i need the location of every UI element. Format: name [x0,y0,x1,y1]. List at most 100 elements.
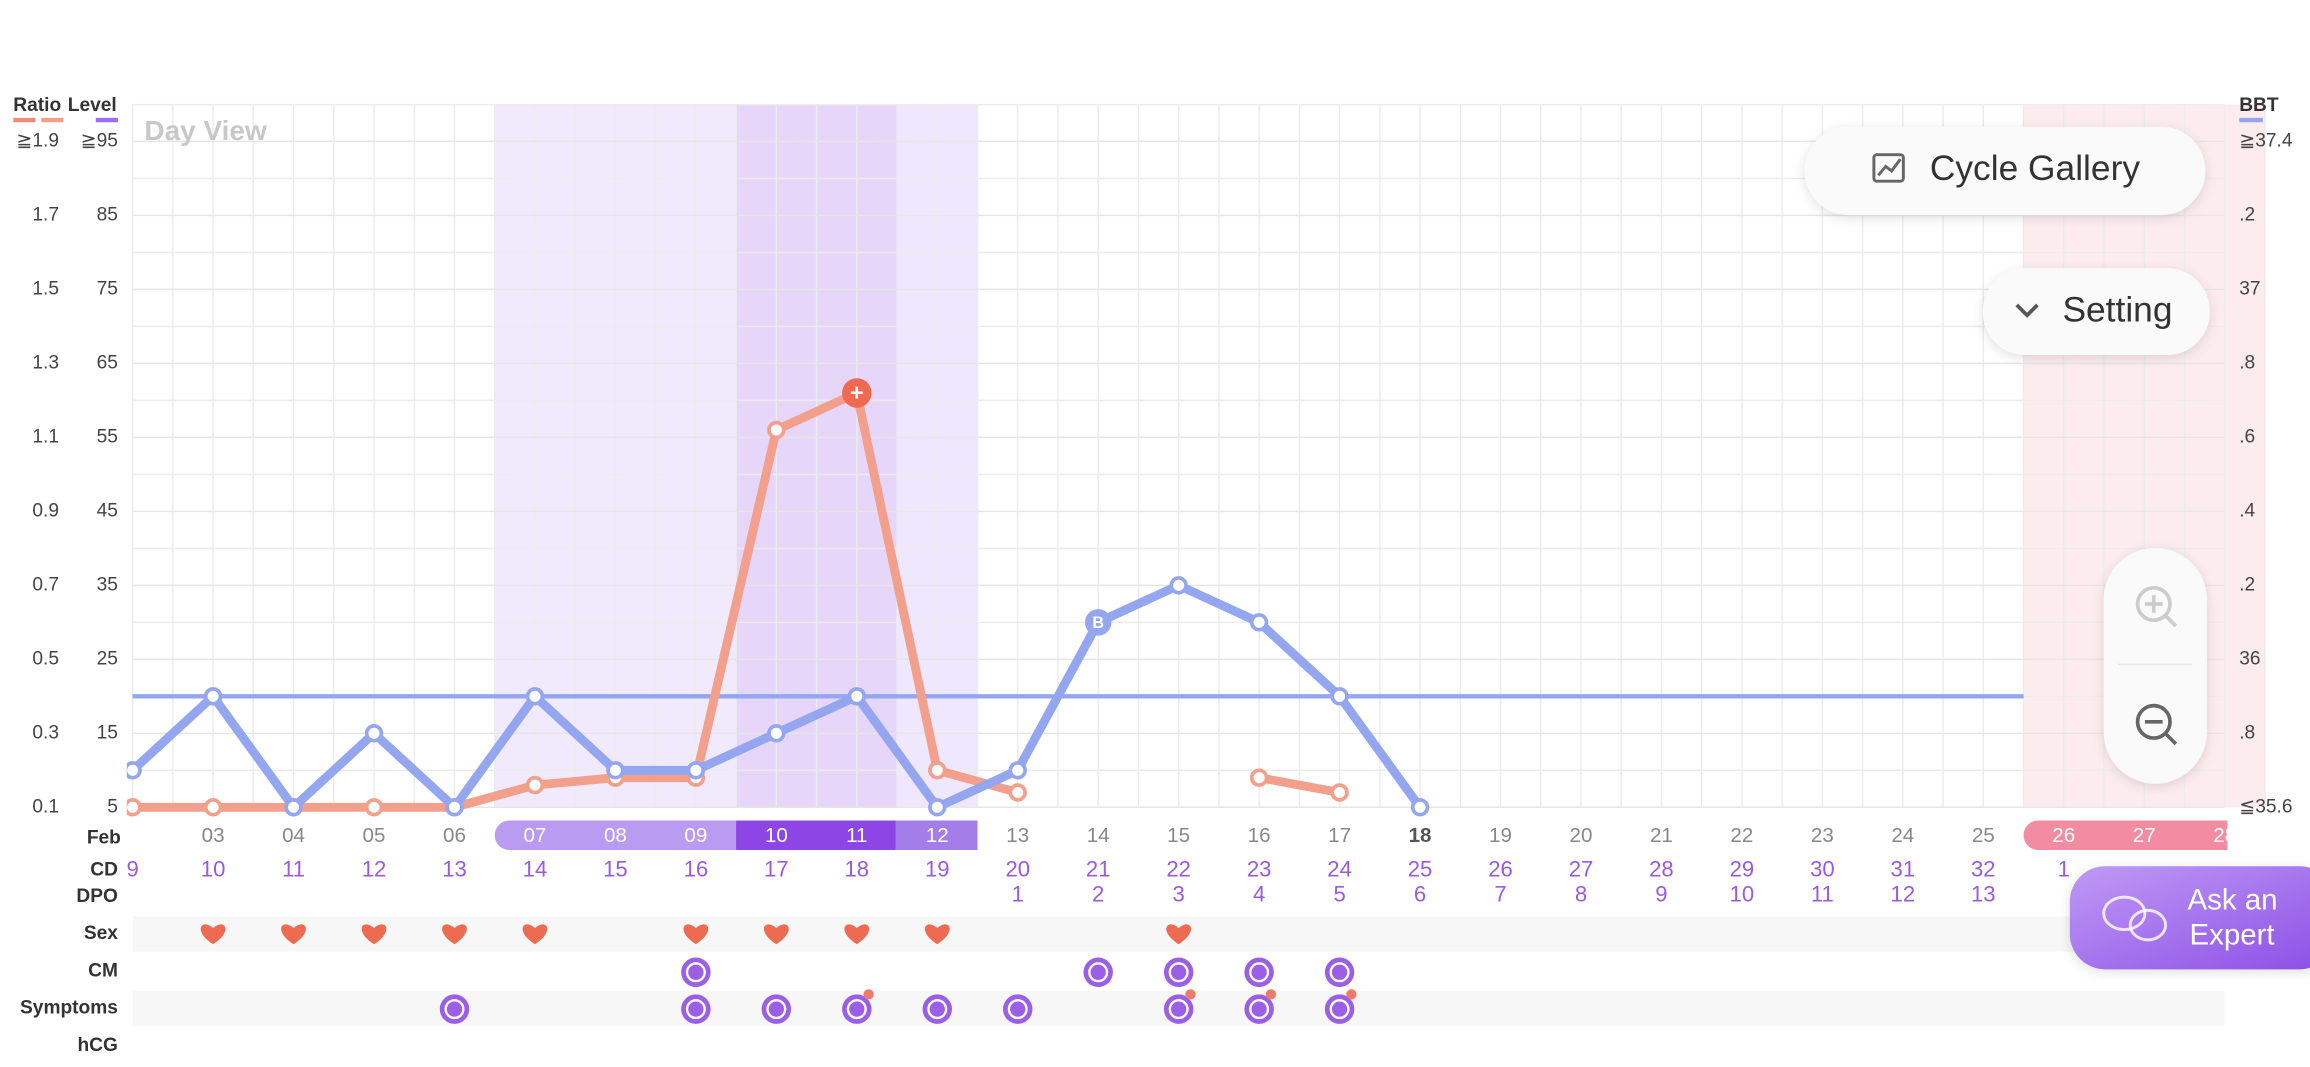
cycle-gallery-button[interactable]: Cycle Gallery [1804,126,2206,216]
shift-marker [1084,609,1112,636]
cd-label: 27 [1569,856,1594,881]
sex-icon [442,924,467,945]
cd-label: 14 [523,856,548,881]
symptom-icon [927,999,948,1020]
chat-icon [2102,895,2147,932]
cm-icon [1168,962,1189,983]
level-tick-label: 85 [97,204,118,225]
row-label: hCG [77,1035,117,1056]
row-label: CM [88,960,118,981]
ratio-tick-label: 0.3 [32,722,59,743]
date-label: 08 [604,824,627,847]
date-pill [937,820,978,851]
bbt-swatch [2239,117,2263,123]
button-bg[interactable] [1804,126,2206,216]
data-point [284,798,303,817]
dpo-label: 6 [1414,882,1426,907]
data-point [1249,613,1269,632]
date-label: 10 [765,824,788,847]
ask-expert-button[interactable]: Ask an Expert [2069,866,2310,970]
date-label: 25 [1972,824,1995,847]
date-label: 11 [846,824,867,847]
level-swatch [95,117,118,123]
bbt-tick-label: .8 [2239,722,2255,743]
date-label: 27 [2133,824,2156,847]
cd-label: 31 [1891,856,1916,881]
dpo-label: DPO [76,886,118,907]
zoom-out-icon[interactable] [2135,703,2172,740]
bbt-tick-label: .4 [2239,500,2255,521]
level-tick-label: 45 [97,500,118,521]
cd-label: 9 [126,856,138,881]
cm-icon [1324,957,1355,988]
data-point [1008,761,1027,780]
symptom-icon [681,994,711,1024]
zoom-in-icon[interactable] [2135,585,2172,623]
sex-icon [683,924,709,945]
data-point [364,798,384,817]
ratio-title: Ratio [13,95,61,116]
date-label: 12 [926,824,949,847]
button-label[interactable]: Cycle Gallery [1930,149,2140,188]
symptom-icon [1163,994,1194,1024]
data-point [1330,687,1349,706]
date-label: 09 [684,824,707,847]
data-point [525,687,545,706]
alert-dot [1346,989,1357,1000]
zoom-bg [2103,548,2207,784]
button-label[interactable]: Setting [2062,291,2172,330]
cd-label: 19 [925,856,950,881]
zoom-out[interactable] [2135,703,2178,746]
dpo-label: 13 [1971,882,1996,907]
symptom-icon [846,999,867,1020]
cd-label: 17 [764,856,789,881]
level-tick-label: 15 [97,722,118,743]
gallery-icon [1872,153,1905,183]
peak-marker [842,378,872,408]
cd-label: 1 [2058,856,2070,881]
cd-label: 21 [1086,856,1111,881]
cd-label: 29 [1730,856,1755,881]
button-label[interactable]: Expert [2189,919,2274,952]
cm-icon [1249,962,1270,983]
sex-icon [200,924,226,945]
symptom-icon [1329,999,1350,1020]
date-label: 28 [2213,824,2236,847]
date-label: 26 [2052,824,2075,847]
cd-label: 18 [845,856,870,881]
zoom-in[interactable] [2135,585,2178,628]
cd-label: 15 [603,856,628,881]
date-label: 23 [1811,824,1834,847]
alert-dot [1185,989,1196,1000]
date-label: 17 [1328,824,1351,847]
data-point [525,775,545,795]
dpo-label: 12 [1891,882,1916,907]
data-point [126,761,142,780]
data-point [1169,576,1188,595]
date-label: 05 [363,824,386,847]
cd-label: 28 [1649,856,1674,881]
chart-background: 51525354555657585≧950.10.30.50.70.91.11.… [16,103,2293,1056]
data-point [847,687,867,706]
data-point [1410,798,1430,817]
setting-button[interactable]: Setting [1982,268,2210,356]
month-label: Feb [87,827,121,848]
date-pill [895,820,914,851]
symptom-icon [761,994,792,1024]
cm-icon [681,957,711,988]
date-label: 14 [1087,824,1110,847]
chat-icon [2128,908,2168,942]
dpo-label: 2 [1092,882,1104,907]
date-label: 18 [1409,824,1432,847]
bbt-title: BBT [2239,95,2279,116]
button-label[interactable]: Ask an [2187,883,2277,916]
button-bg[interactable] [2069,866,2310,970]
bbt-tick-label: .6 [2239,426,2255,447]
alert-dot [1265,989,1277,1000]
button-bg[interactable] [1982,268,2210,356]
bbt-tick-label: ≦35.6 [2239,796,2292,817]
ratio-tick-label: ≧1.9 [16,130,59,151]
symptom-icon [922,994,953,1024]
date-label: 16 [1248,824,1271,847]
level-title: Level [68,95,117,116]
